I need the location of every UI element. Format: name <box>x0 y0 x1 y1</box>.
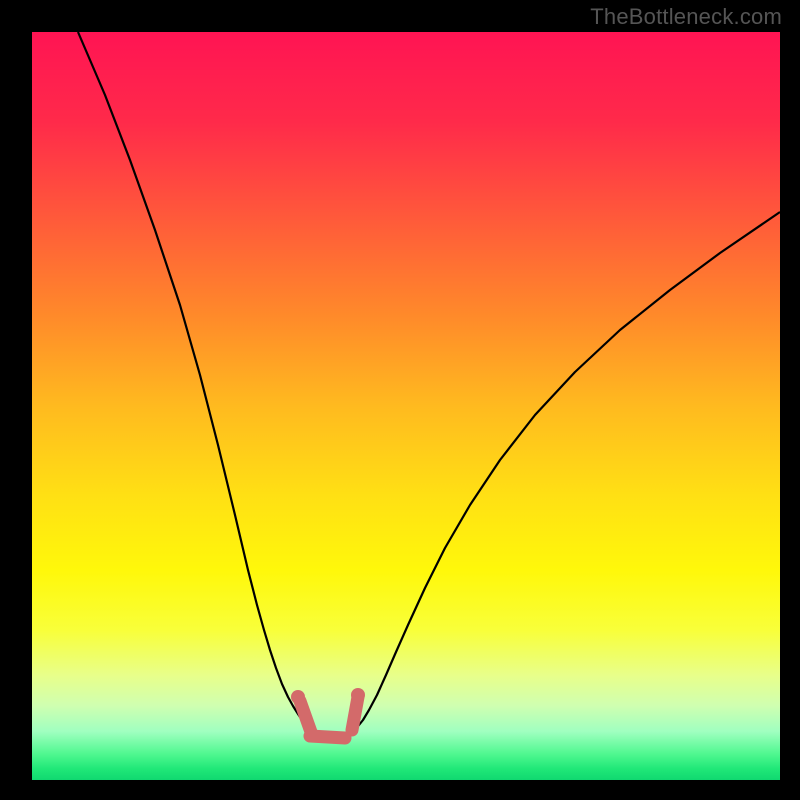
marker-segment <box>352 697 358 730</box>
chart-container: TheBottleneck.com <box>0 0 800 800</box>
plot-area <box>32 32 780 780</box>
watermark-text: TheBottleneck.com <box>590 4 782 30</box>
bottleneck-chart <box>0 0 800 800</box>
marker-segment <box>310 736 345 738</box>
